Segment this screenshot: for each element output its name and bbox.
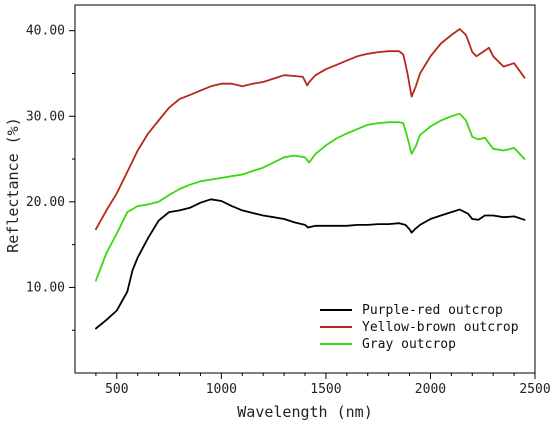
legend-label: Gray outcrop (362, 337, 456, 352)
series-line-0 (95, 198, 526, 330)
axis-tick-labels: 500 1000 1500 2000 2500 10.00 20.00 30.00 40.00 (26, 24, 550, 397)
legend: Purple-red outcrop Yellow-brown outcrop Gr… (320, 303, 519, 352)
x-tick-label: 500 (105, 382, 128, 397)
x-tick-label: 1000 (206, 382, 237, 397)
axis-ticks (69, 30, 536, 379)
series-lines (95, 28, 526, 330)
series-line-2 (95, 112, 526, 282)
x-axis-title: Wavelength (nm) (237, 403, 372, 421)
y-tick-label: 40.00 (26, 24, 65, 39)
y-tick-label: 20.00 (26, 195, 65, 210)
x-tick-label: 1500 (310, 382, 341, 397)
x-tick-label: 2500 (519, 382, 550, 397)
y-axis-title: Reflectance (%) (4, 117, 22, 252)
y-tick-label: 30.00 (26, 109, 65, 124)
series-line-1 (95, 28, 526, 231)
legend-label: Purple-red outcrop (362, 303, 503, 318)
y-tick-label: 10.00 (26, 280, 65, 295)
x-tick-label: 2000 (415, 382, 446, 397)
legend-label: Yellow-brown outcrop (362, 320, 519, 335)
